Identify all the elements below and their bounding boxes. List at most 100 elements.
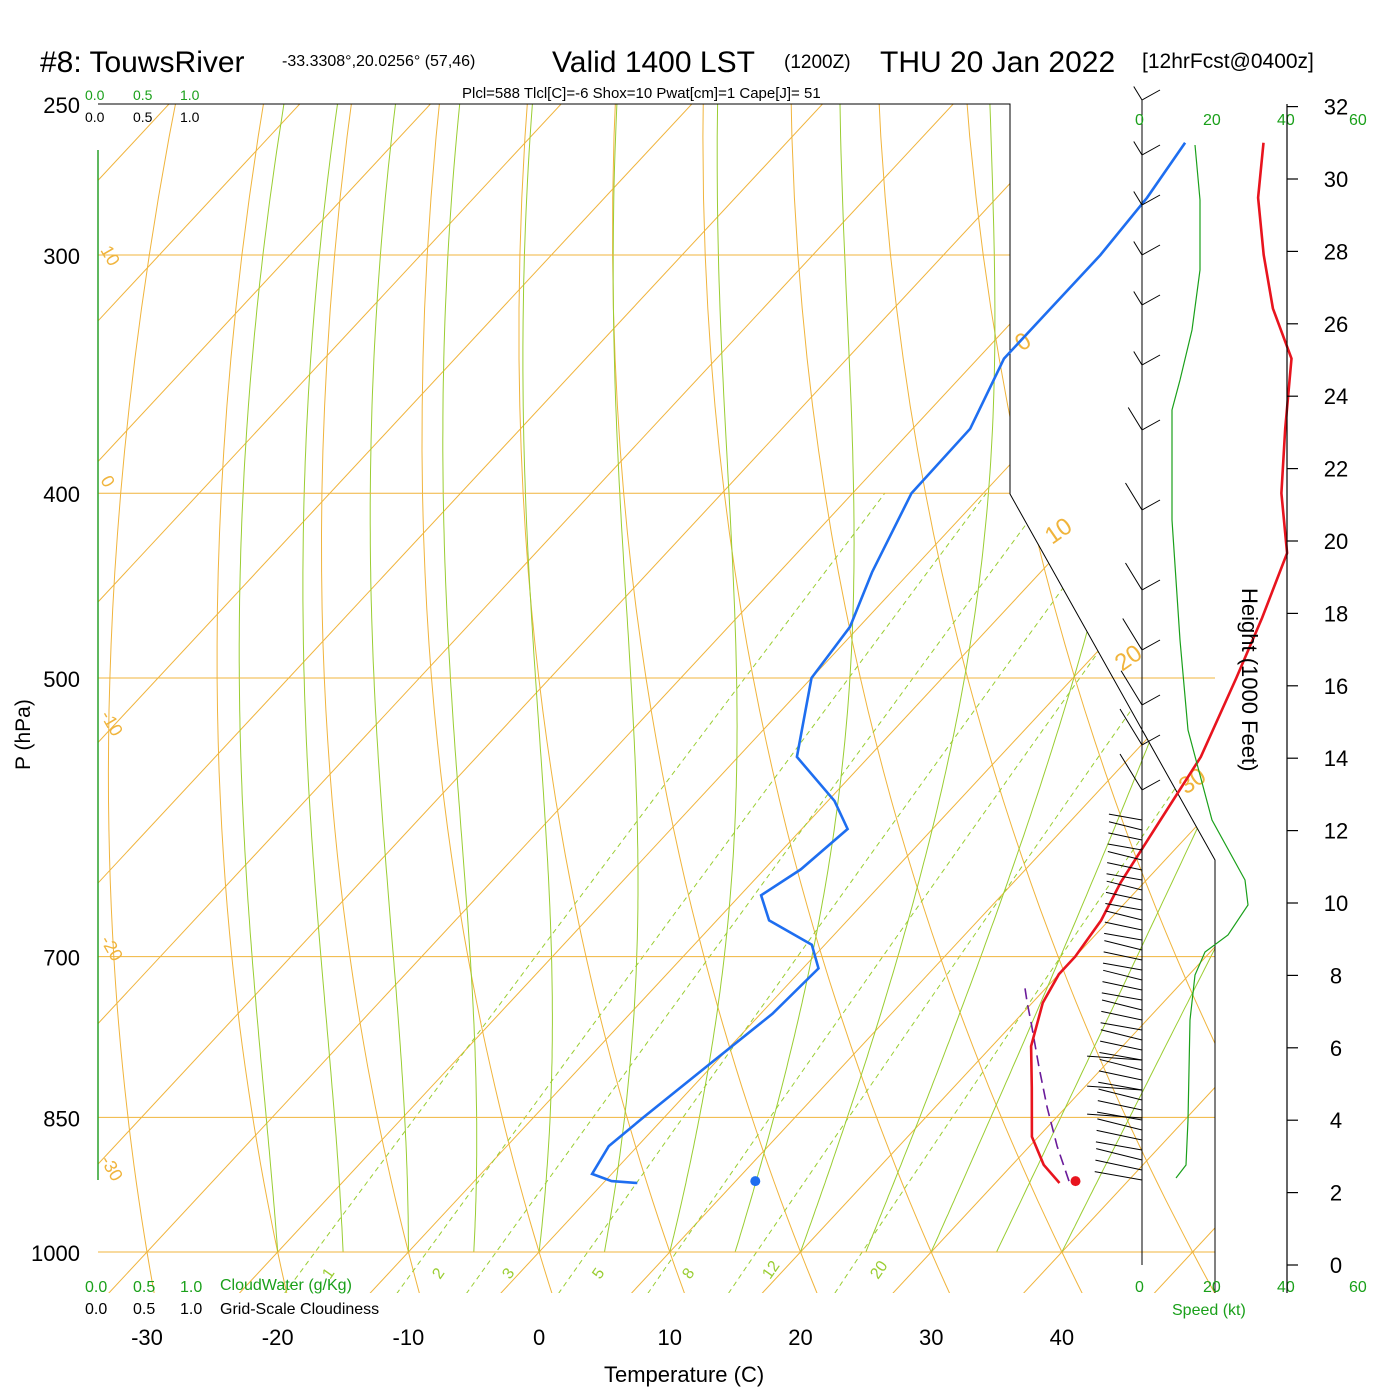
wind-barb-feather (1141, 779, 1161, 791)
x-tick-label: -30 (131, 1325, 163, 1350)
height-tick-label: 4 (1330, 1108, 1342, 1133)
indices-line: Plcl=588 Tlcl[C]=-6 Shox=10 Pwat[cm]=1 C… (462, 85, 821, 102)
speed-axis-top: 0 20 40 60 (1135, 112, 1367, 129)
wind-barb (1133, 291, 1143, 306)
isotherm-50 (1132, 104, 1215, 1293)
p-tick-label: 1000 (31, 1241, 80, 1266)
wind-barb (1133, 351, 1143, 366)
isotherm--30 (98, 104, 1215, 1293)
isotherm-label-right: 10 (1040, 512, 1077, 549)
height-tick-label: 0 (1330, 1253, 1342, 1278)
wind-barb (1106, 873, 1143, 881)
isotherm--80 (98, 104, 593, 1293)
wind-barb (1108, 821, 1143, 831)
height-tick-label: 12 (1324, 819, 1348, 844)
dry-adiabat (216, 104, 293, 1293)
cloud-axis-bottom-green-2: 1.0 (180, 1279, 202, 1296)
wind-barb (1108, 832, 1143, 841)
wind-barb (1122, 618, 1143, 651)
cloud-axis-top-black-1: 0.5 (133, 109, 153, 125)
wind-barb (1103, 951, 1143, 961)
height-tick-label: 18 (1324, 601, 1348, 626)
speed-tick-bottom-20: 20 (1203, 1279, 1221, 1296)
moist-adiabat (800, 104, 996, 1253)
speed-tick-top-0: 0 (1135, 112, 1144, 129)
mixing-ratio-label: 2 (429, 1265, 448, 1282)
height-tick-label: 26 (1324, 312, 1348, 337)
cloud-axis-bottom: 0.0 0.5 1.0 CloudWater (g/Kg) 0.0 0.5 1.… (85, 1277, 379, 1318)
wind-barb (1100, 1029, 1143, 1041)
speed-tick-top-20: 20 (1203, 112, 1221, 129)
parcel-profile-line (1023, 985, 1070, 1182)
moist-adiabat-lines (238, 104, 1215, 1253)
wind-barb (1107, 850, 1143, 861)
valid-time: Valid 1400 LST (552, 46, 755, 79)
cloud-axis-top-green-2: 1.0 (180, 87, 200, 103)
wind-barb (1095, 1159, 1143, 1171)
wind-barb (1107, 862, 1143, 871)
wind-barb (1087, 1113, 1143, 1119)
isotherm-label-left: 0 (97, 472, 119, 491)
p-tick-label: 300 (43, 244, 80, 269)
moist-adiabat (302, 104, 344, 1253)
mixing-ratio-2 (380, 492, 987, 1293)
x-tick-label: 30 (919, 1325, 943, 1350)
wind-barb (1098, 1081, 1143, 1091)
isotherm-40 (1002, 104, 1215, 1293)
height-tick-label: 2 (1330, 1181, 1342, 1206)
p-tick-label: 500 (43, 667, 80, 692)
wind-barb (1125, 562, 1143, 591)
isotherm-label-left: -20 (97, 932, 127, 965)
mixing-ratio-label: 20 (867, 1258, 891, 1282)
wind-barb (1096, 1129, 1143, 1141)
mixing-ratio-label: 5 (589, 1265, 608, 1282)
utc-time: (1200Z) (784, 52, 851, 73)
x-tick-label: 20 (788, 1325, 812, 1350)
speed-tick-top-40: 40 (1277, 112, 1295, 129)
moist-adiabat (369, 104, 409, 1252)
speed-tick-bottom-40: 40 (1277, 1279, 1295, 1296)
isotherm--60 (98, 104, 855, 1293)
wind-barb-feather (1141, 639, 1161, 651)
height-tick-label: 22 (1324, 457, 1348, 482)
wind-barb (1104, 932, 1143, 941)
moist-adiabat (930, 104, 1215, 1253)
wind-barb (1098, 1070, 1143, 1081)
wind-barb (1099, 1058, 1143, 1071)
isotherm-label-left: 10 (97, 242, 124, 269)
p-tick-label: 700 (43, 946, 80, 971)
moist-adiabat (734, 104, 855, 1253)
isotherm--50 (98, 104, 986, 1293)
dry-adiabat (421, 104, 560, 1293)
plot-border (98, 103, 1216, 1293)
height-tick-label: 10 (1324, 891, 1348, 916)
wind-barb-feather (1141, 734, 1161, 746)
wind-barb-feather (1141, 194, 1161, 206)
speed-tick-bottom-60: 60 (1349, 1279, 1367, 1296)
cloud-axis-top-green-1: 0.5 (133, 87, 153, 103)
wind-barb (1100, 1040, 1143, 1051)
isotherm-label-right: 0 (1010, 327, 1036, 357)
wind-barb (1101, 999, 1143, 1011)
dry-adiabat-lines (107, 104, 1215, 1293)
wind-barb (1106, 880, 1143, 891)
cloud-axis-top: 0.0 0.5 1.0 0.0 0.5 1.0 (85, 87, 200, 125)
isotherm--10 (348, 104, 1215, 1293)
wind-speed-profile-line (1171, 144, 1249, 1179)
height-tick-label: 24 (1324, 384, 1348, 409)
x-tick-label: 10 (658, 1325, 682, 1350)
wind-barb-feather (1141, 419, 1161, 431)
wind-barb (1105, 910, 1143, 921)
speed-axis-bottom: 0 20 40 60 Speed (kt) (1135, 1279, 1367, 1319)
wind-barb (1101, 1010, 1143, 1021)
station-coords: -33.3308°,20.0256° (57,46) (282, 53, 475, 70)
surface-temperature-dot (1070, 1176, 1081, 1187)
x-tick-label: -10 (393, 1325, 425, 1350)
mixing-ratio-label: 12 (759, 1258, 783, 1282)
wind-barb (1133, 86, 1143, 101)
wind-barb (1120, 670, 1143, 706)
height-axis-label: Height (1000 Feet) (1237, 588, 1262, 771)
cloud-axis-top-green-0: 0.0 (85, 87, 105, 103)
wind-barb (1133, 241, 1143, 256)
